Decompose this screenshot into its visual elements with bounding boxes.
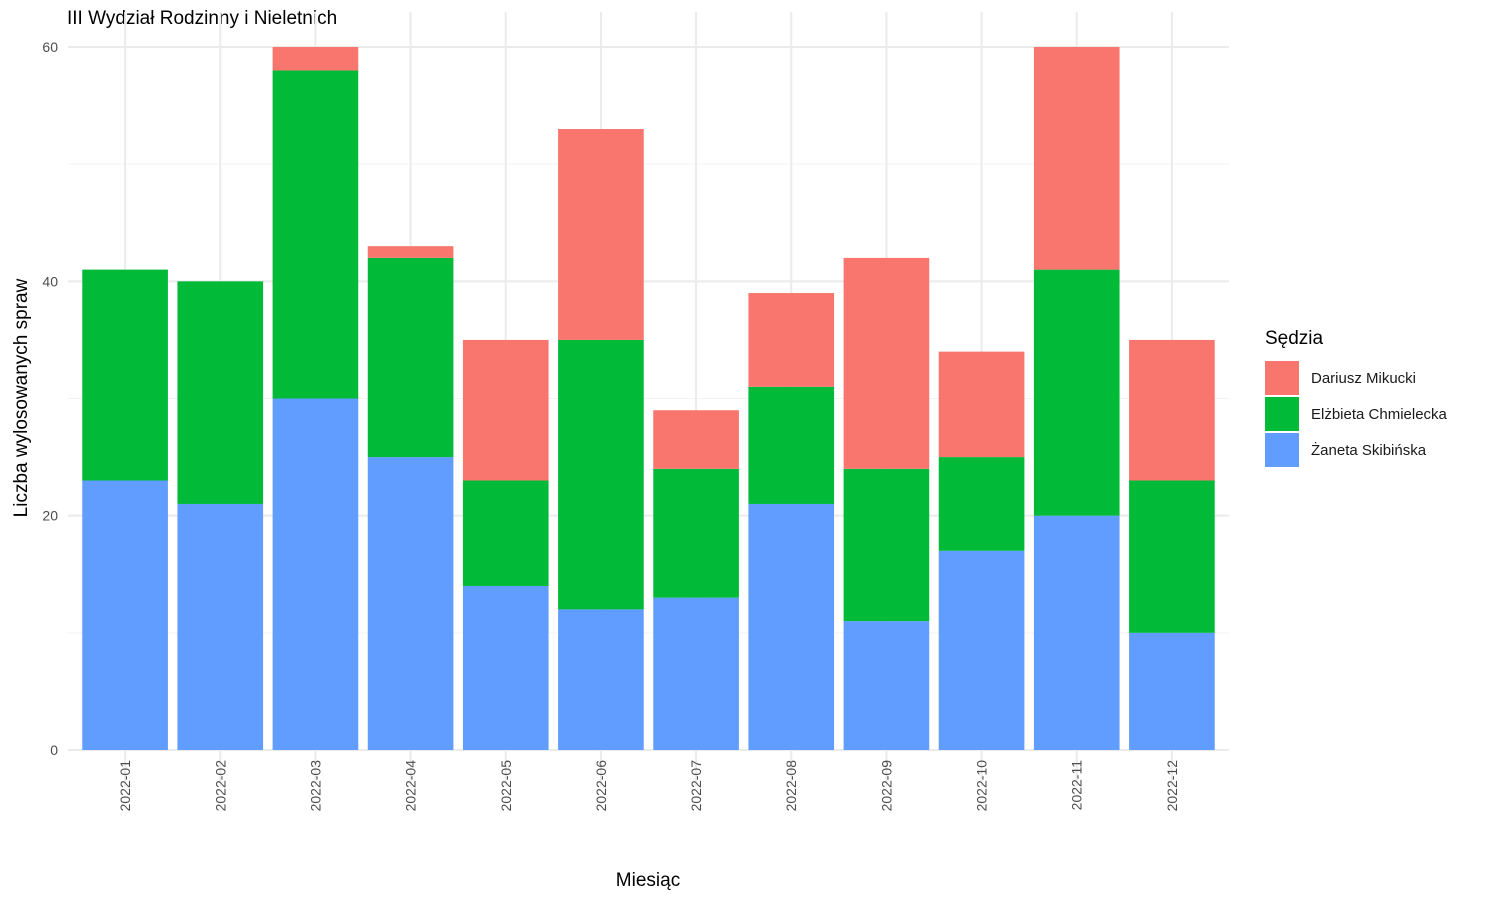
legend-swatch [1265,361,1299,395]
bar-segment [938,457,1025,551]
legend: Sędzia Dariusz Mikucki Elżbieta Chmieleck… [1265,328,1447,468]
bar-segment [653,597,739,750]
y-axis-label: Liczba wylosowanych spraw [11,278,32,517]
bar-segment [177,281,264,504]
y-tick-label: 0 [50,742,58,758]
x-tick-label: 2022-07 [688,760,704,812]
x-tick-label: 2022-05 [498,760,514,812]
x-tick-label: 2022-12 [1164,760,1180,812]
bar-segment [462,585,549,750]
x-tick-label: 2022-09 [878,760,894,812]
x-tick-label: 2022-08 [783,760,799,812]
bar-segment [272,47,359,71]
legend-swatch [1265,397,1299,431]
legend-items: Dariusz Mikucki Elżbieta Chmielecka Żaneta… [1265,360,1447,468]
x-axis-label: Miesiąc [616,870,680,891]
bar-segment [653,468,739,598]
bar-segment [558,129,644,340]
x-tick-label: 2022-10 [974,760,990,812]
bar-segment [1129,339,1215,481]
legend-label: Dariusz Mikucki [1311,369,1417,387]
x-tick-label: 2022-06 [593,760,609,812]
legend-swatch [1265,433,1299,467]
bar-segment [462,339,549,481]
x-tick-label: 2022-03 [307,760,323,812]
bar-segment [462,480,549,586]
y-tick-label: 20 [42,508,58,524]
x-tick-label: 2022-11 [1069,760,1085,811]
bar-segment [843,468,930,622]
bar-segment [367,457,454,750]
bar-segment [1129,480,1215,633]
bar-segment [558,609,644,750]
bar-segment [748,386,835,504]
x-tick-label: 2022-01 [117,760,133,812]
bar-segment [938,550,1025,750]
y-tick-label: 60 [42,39,58,55]
bar-segment [367,257,454,458]
x-tick-label: 2022-04 [403,760,419,812]
bar-segment [177,503,264,750]
bar-segment [272,398,359,750]
bars [82,47,1215,750]
y-tick-label: 40 [42,273,58,289]
legend-item: Elżbieta Chmielecka [1265,396,1447,432]
legend-title: Sędzia [1265,328,1324,349]
bar-segment [843,621,930,750]
bar-segment [1033,269,1120,516]
bar-segment [938,351,1025,458]
bar-segment [367,246,454,258]
legend-item: Żaneta Skibińska [1265,432,1447,468]
legend-label: Elżbieta Chmielecka [1311,405,1447,423]
x-tick-labels: 2022-01 2022-02 2022-03 2022-04 2022-05 2022-… [117,760,1180,812]
bar-segment [82,269,168,481]
legend-label: Żaneta Skibińska [1311,441,1427,459]
y-tick-labels: 0 20 40 60 [42,39,58,758]
bar-segment [843,257,930,469]
bar-segment [1033,515,1120,750]
bar-segment [748,293,835,387]
bar-segment [272,70,359,399]
bar-segment [748,503,835,750]
bar-segment [653,410,739,469]
x-tick-label: 2022-02 [212,760,228,812]
bar-segment [1033,47,1120,270]
bar-segment [1129,632,1215,750]
bar-segment [558,339,644,610]
legend-item: Dariusz Mikucki [1265,360,1447,396]
chart-title: III Wydział Rodzinny i Nieletnich [67,8,338,29]
bar-segment [82,480,168,750]
